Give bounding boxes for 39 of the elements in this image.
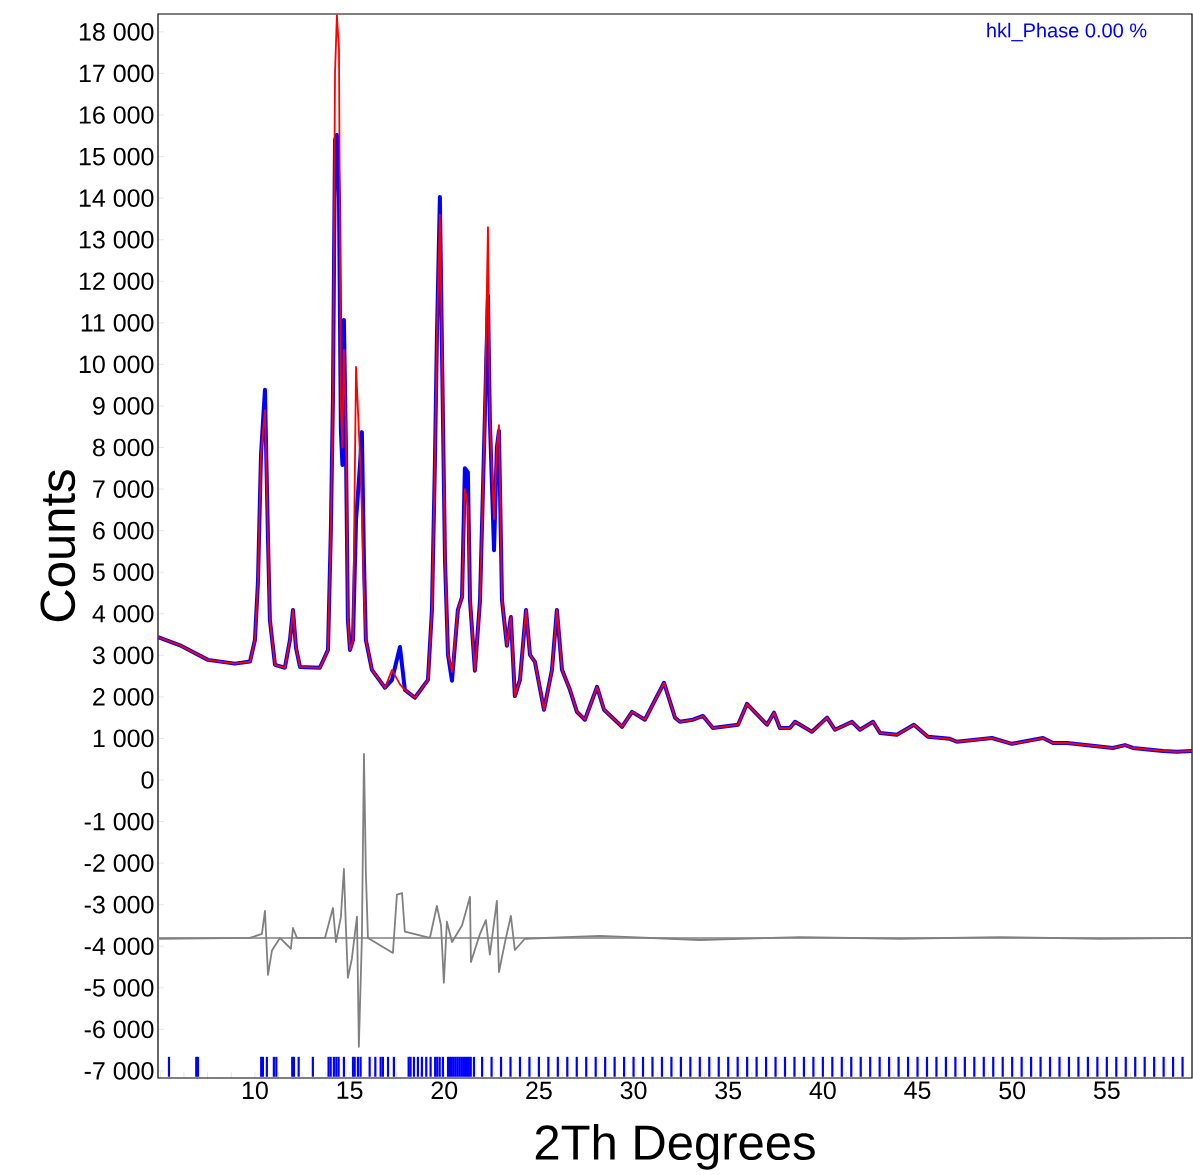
x-tick-label: 45 — [904, 1081, 931, 1099]
y-tick-label: 2 000 — [93, 688, 154, 706]
y-tick-label: 6 000 — [93, 521, 154, 540]
x-tick-label: 20 — [431, 1081, 458, 1100]
y-tick-label: 7 000 — [93, 480, 154, 498]
x-tick-label: 35 — [715, 1081, 742, 1100]
text: hkl_Phase 0.00 % — [987, 22, 1147, 42]
y-tick-label: 12 000 — [79, 272, 154, 291]
y-tick-label: 8 000 — [93, 438, 154, 457]
y-tick-label: 15 000 — [79, 147, 154, 166]
y-tick-label: -6 000 — [84, 1020, 154, 1039]
y-tick-label: 10 000 — [79, 355, 154, 374]
y-tick-label: 11 000 — [81, 313, 154, 332]
y-tick-label: 16 000 — [79, 106, 154, 124]
y-tick-label: -5 000 — [84, 978, 154, 997]
x-tick-label: 50 — [999, 1081, 1026, 1100]
x-tick-label: 30 — [620, 1081, 647, 1100]
y-tick-label: -7 000 — [84, 1062, 154, 1080]
x-tick-label: 25 — [526, 1081, 552, 1100]
y-tick-label: 13 000 — [79, 230, 154, 249]
x-axis-title: 2Th Degrees — [535, 1124, 815, 1170]
y-axis-title: Counts — [40, 470, 76, 622]
y-tick-label: -2 000 — [84, 854, 154, 872]
y-tick-label: 3 000 — [92, 646, 154, 665]
y-tick-label: -3 000 — [84, 895, 154, 914]
x-tick-label: 40 — [809, 1081, 836, 1100]
y-tick-label: 4 000 — [92, 604, 154, 623]
y-tick-label: -4 000 — [84, 937, 154, 956]
y-tick-label: 1 000 — [93, 729, 154, 748]
y-tick-label: 14 000 — [79, 189, 154, 207]
x-tick-label: 55 — [1093, 1081, 1120, 1099]
y-tick-label: -1 000 — [84, 812, 154, 831]
y-tick-label: 0 — [141, 771, 154, 789]
y-tick-label: 18 000 — [79, 23, 154, 41]
y-tick-label: 17 000 — [79, 64, 154, 83]
x-tick-label: 15 — [337, 1081, 363, 1099]
x-tick-label: 10 — [242, 1081, 268, 1100]
y-tick-label: 5 000 — [92, 563, 154, 582]
y-tick-label: 9 000 — [93, 397, 154, 415]
